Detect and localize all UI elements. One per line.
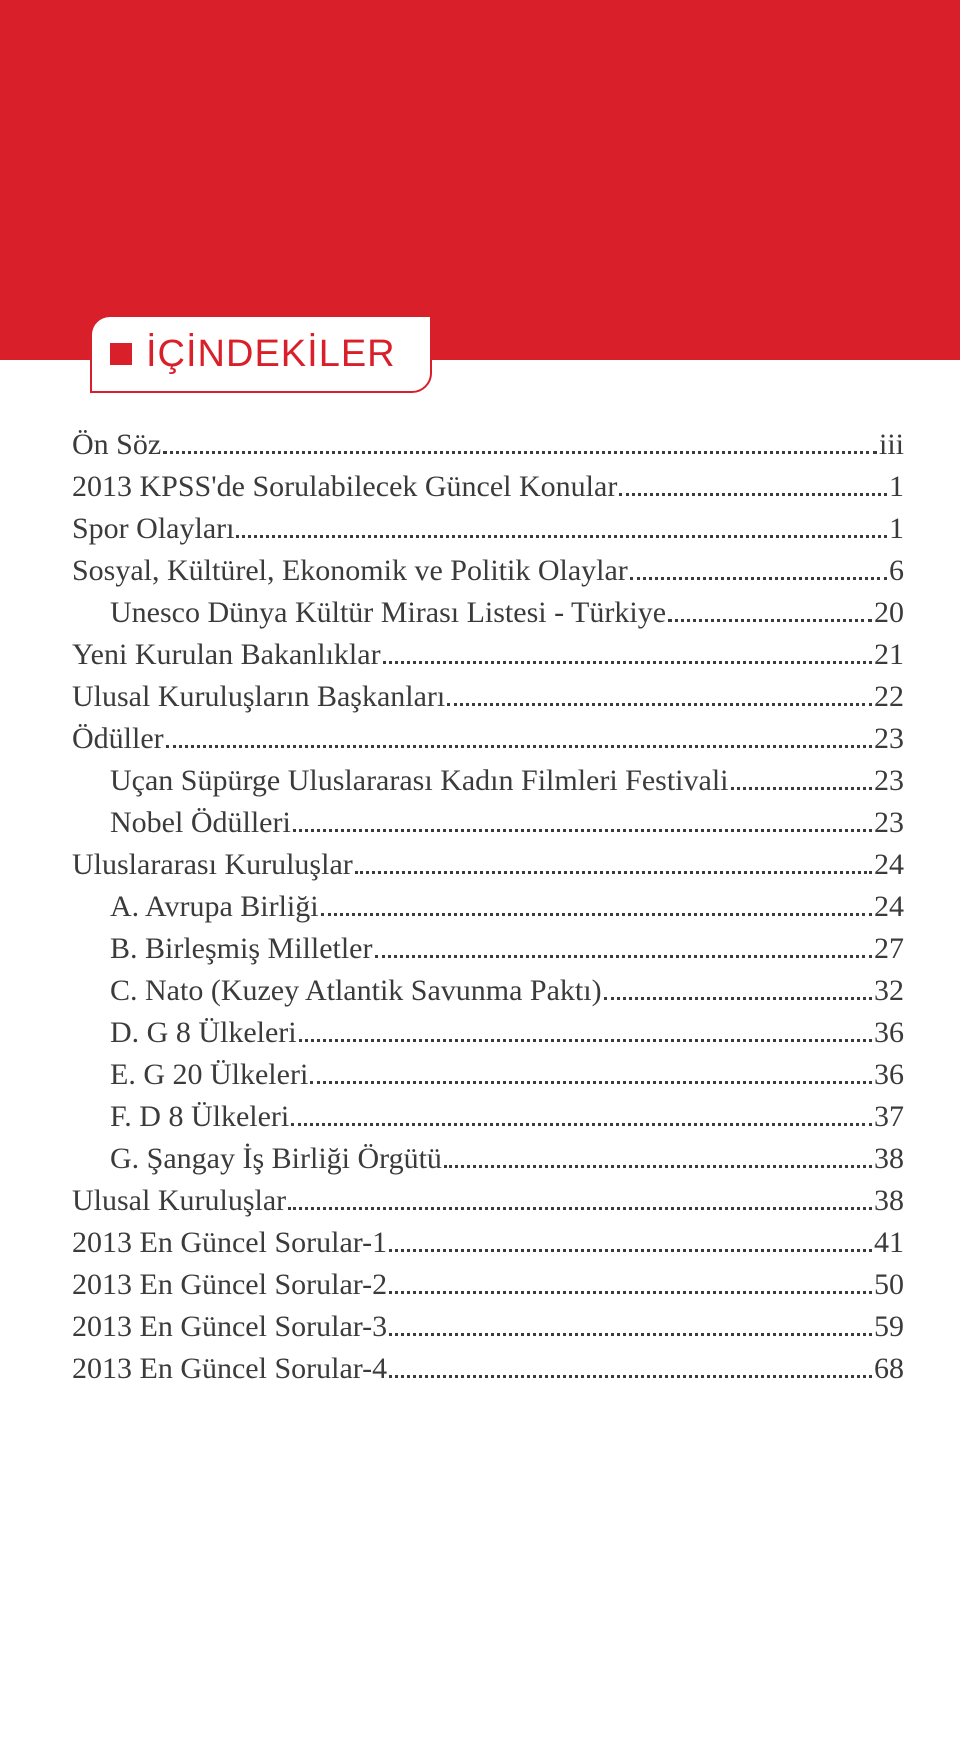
toc-row: 2013 En Güncel Sorular-3 59 bbox=[72, 1312, 904, 1342]
toc-leader bbox=[293, 816, 872, 833]
toc-leader bbox=[236, 522, 887, 539]
toc-leader bbox=[310, 1068, 872, 1085]
toc-leader bbox=[731, 774, 872, 791]
toc-row: Yeni Kurulan Bakanlıklar 21 bbox=[72, 640, 904, 670]
toc-row: B. Birleşmiş Milletler 27 bbox=[72, 934, 904, 964]
toc-label: Ulusal Kuruluşların Başkanları bbox=[72, 682, 445, 712]
toc-label: Uluslararası Kuruluşlar bbox=[72, 850, 353, 880]
toc-page: 36 bbox=[874, 1018, 904, 1048]
toc-page: 41 bbox=[874, 1228, 904, 1258]
toc-row: 2013 KPSS'de Sorulabilecek Güncel Konula… bbox=[72, 472, 904, 502]
toc-row: Sosyal, Kültürel, Ekonomik ve Politik Ol… bbox=[72, 556, 904, 586]
toc-leader bbox=[668, 606, 872, 623]
toc-page: 23 bbox=[874, 766, 904, 796]
toc-row: Ödüller 23 bbox=[72, 724, 904, 754]
toc-page: 59 bbox=[874, 1312, 904, 1342]
toc-page: 20 bbox=[874, 598, 904, 628]
toc-label: 2013 En Güncel Sorular-2 bbox=[72, 1270, 387, 1300]
toc-row: G. Şangay İş Birliği Örgütü 38 bbox=[72, 1144, 904, 1174]
toc-row: 2013 En Güncel Sorular-4 68 bbox=[72, 1354, 904, 1384]
toc-page: 37 bbox=[874, 1102, 904, 1132]
toc-label: Ulusal Kuruluşlar bbox=[72, 1186, 286, 1216]
toc-label: Unesco Dünya Kültür Mirası Listesi - Tür… bbox=[110, 598, 666, 628]
toc-leader bbox=[630, 564, 887, 581]
toc-leader bbox=[389, 1236, 872, 1253]
toc-label: G. Şangay İş Birliği Örgütü bbox=[110, 1144, 442, 1174]
toc-label: F. D 8 Ülkeleri bbox=[110, 1102, 289, 1132]
toc-leader bbox=[383, 648, 872, 665]
toc-page: iii bbox=[879, 430, 904, 460]
toc-leader bbox=[321, 900, 872, 917]
toc-leader bbox=[444, 1152, 872, 1169]
toc-row: D. G 8 Ülkeleri 36 bbox=[72, 1018, 904, 1048]
toc-label: E. G 20 Ülkeleri bbox=[110, 1060, 308, 1090]
toc-label: B. Birleşmiş Milletler bbox=[110, 934, 373, 964]
toc-page: 6 bbox=[889, 556, 904, 586]
toc-page: 32 bbox=[874, 976, 904, 1006]
toc-row: 2013 En Güncel Sorular-2 50 bbox=[72, 1270, 904, 1300]
toc-leader bbox=[299, 1026, 872, 1043]
toc-page: 22 bbox=[874, 682, 904, 712]
toc-page: 24 bbox=[874, 850, 904, 880]
toc-page: 23 bbox=[874, 808, 904, 838]
toc-row: Uçan Süpürge Uluslararası Kadın Filmleri… bbox=[72, 766, 904, 796]
header-bullet-icon bbox=[110, 343, 132, 365]
toc-page: 38 bbox=[874, 1186, 904, 1216]
toc-label: 2013 En Güncel Sorular-1 bbox=[72, 1228, 387, 1258]
table-of-contents: Ön Söz iii 2013 KPSS'de Sorulabilecek Günc… bbox=[72, 420, 904, 1396]
banner bbox=[0, 0, 960, 360]
toc-row: Nobel Ödülleri 23 bbox=[72, 808, 904, 838]
page-title: İÇİNDEKİLER bbox=[146, 333, 396, 376]
toc-row: A. Avrupa Birliği 24 bbox=[72, 892, 904, 922]
toc-row: Spor Olayları 1 bbox=[72, 514, 904, 544]
toc-leader bbox=[166, 732, 872, 749]
toc-leader bbox=[389, 1362, 872, 1379]
toc-leader bbox=[447, 690, 872, 707]
toc-page: 50 bbox=[874, 1270, 904, 1300]
toc-label: Sosyal, Kültürel, Ekonomik ve Politik Ol… bbox=[72, 556, 628, 586]
toc-label: Nobel Ödülleri bbox=[110, 808, 291, 838]
toc-label: Ön Söz bbox=[72, 430, 161, 460]
toc-row: Ulusal Kuruluşların Başkanları 22 bbox=[72, 682, 904, 712]
toc-leader bbox=[389, 1320, 872, 1337]
toc-label: D. G 8 Ülkeleri bbox=[110, 1018, 297, 1048]
toc-label: 2013 En Güncel Sorular-4 bbox=[72, 1354, 387, 1384]
toc-row: F. D 8 Ülkeleri 37 bbox=[72, 1102, 904, 1132]
toc-leader bbox=[619, 480, 887, 497]
toc-row: Uluslararası Kuruluşlar 24 bbox=[72, 850, 904, 880]
toc-page: 38 bbox=[874, 1144, 904, 1174]
toc-label: 2013 En Güncel Sorular-3 bbox=[72, 1312, 387, 1342]
toc-row: Unesco Dünya Kültür Mirası Listesi - Tür… bbox=[72, 598, 904, 628]
toc-label: Ödüller bbox=[72, 724, 164, 754]
toc-page: 24 bbox=[874, 892, 904, 922]
toc-page: 23 bbox=[874, 724, 904, 754]
toc-label: C. Nato (Kuzey Atlantik Savunma Paktı) bbox=[110, 976, 602, 1006]
toc-row: E. G 20 Ülkeleri 36 bbox=[72, 1060, 904, 1090]
toc-leader bbox=[291, 1110, 872, 1127]
toc-leader bbox=[355, 858, 872, 875]
toc-label: Yeni Kurulan Bakanlıklar bbox=[72, 640, 381, 670]
toc-row: Ön Söz iii bbox=[72, 430, 904, 460]
toc-label: Uçan Süpürge Uluslararası Kadın Filmleri… bbox=[110, 766, 729, 796]
toc-row: 2013 En Güncel Sorular-1 41 bbox=[72, 1228, 904, 1258]
toc-leader bbox=[389, 1278, 872, 1295]
toc-label: A. Avrupa Birliği bbox=[110, 892, 319, 922]
toc-label: 2013 KPSS'de Sorulabilecek Güncel Konula… bbox=[72, 472, 617, 502]
toc-leader bbox=[604, 984, 872, 1001]
toc-row: Ulusal Kuruluşlar 38 bbox=[72, 1186, 904, 1216]
toc-page: 27 bbox=[874, 934, 904, 964]
toc-row: C. Nato (Kuzey Atlantik Savunma Paktı) 32 bbox=[72, 976, 904, 1006]
toc-leader bbox=[163, 438, 877, 455]
toc-page: 68 bbox=[874, 1354, 904, 1384]
header-box: İÇİNDEKİLER bbox=[90, 315, 432, 393]
toc-page: 1 bbox=[889, 514, 904, 544]
toc-label: Spor Olayları bbox=[72, 514, 234, 544]
toc-leader bbox=[288, 1194, 872, 1211]
toc-page: 1 bbox=[889, 472, 904, 502]
toc-page: 21 bbox=[874, 640, 904, 670]
toc-leader bbox=[375, 942, 873, 959]
toc-page: 36 bbox=[874, 1060, 904, 1090]
